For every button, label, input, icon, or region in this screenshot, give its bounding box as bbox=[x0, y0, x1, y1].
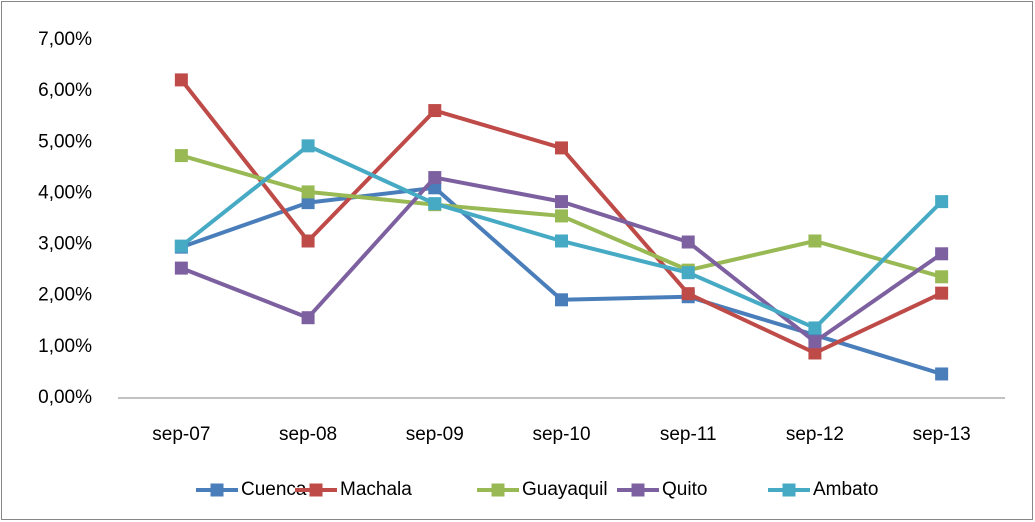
x-tick-label: sep-12 bbox=[786, 424, 844, 445]
x-tick-label: sep-07 bbox=[152, 424, 210, 445]
y-tick-label: 0,00% bbox=[38, 387, 92, 408]
y-tick-label: 1,00% bbox=[38, 336, 92, 357]
data-point bbox=[174, 149, 188, 163]
data-point bbox=[301, 311, 315, 325]
data-point bbox=[935, 270, 949, 284]
legend-label: Guayaquil bbox=[522, 479, 608, 500]
legend-marker bbox=[631, 483, 645, 497]
data-point bbox=[428, 197, 442, 211]
legend-marker bbox=[210, 483, 224, 497]
data-point bbox=[428, 104, 442, 118]
x-tick-label: sep-10 bbox=[532, 424, 590, 445]
data-point bbox=[808, 234, 822, 248]
data-point bbox=[808, 335, 822, 349]
y-tick-label: 5,00% bbox=[38, 131, 92, 152]
data-point bbox=[555, 141, 568, 155]
data-point bbox=[301, 139, 315, 153]
data-point bbox=[555, 195, 568, 209]
legend-label: Quito bbox=[662, 479, 707, 500]
legend-label: Machala bbox=[340, 479, 412, 500]
data-point bbox=[174, 239, 188, 253]
data-point bbox=[935, 247, 949, 261]
data-point bbox=[555, 234, 568, 248]
data-point bbox=[174, 73, 188, 87]
x-tick-label: sep-08 bbox=[279, 424, 337, 445]
data-point bbox=[555, 209, 568, 223]
y-tick-label: 7,00% bbox=[38, 29, 92, 50]
legend-marker bbox=[309, 483, 323, 497]
legend-label: Cuenca bbox=[241, 479, 307, 500]
data-point bbox=[301, 196, 315, 210]
y-tick-label: 6,00% bbox=[38, 80, 92, 101]
data-point bbox=[301, 234, 315, 248]
data-point bbox=[428, 181, 442, 195]
data-point bbox=[174, 261, 188, 275]
data-point bbox=[555, 293, 568, 307]
data-point bbox=[681, 235, 695, 249]
y-tick-label: 3,00% bbox=[38, 234, 92, 255]
y-tick-label: 4,00% bbox=[38, 182, 92, 203]
data-point bbox=[428, 171, 442, 185]
data-point bbox=[935, 286, 949, 300]
x-tick-label: sep-09 bbox=[406, 424, 464, 445]
legend-marker bbox=[782, 483, 796, 497]
data-point bbox=[301, 185, 315, 199]
data-point bbox=[935, 367, 949, 381]
x-tick-label: sep-13 bbox=[913, 424, 971, 445]
legend-marker bbox=[491, 483, 505, 497]
legend-label: Ambato bbox=[813, 479, 878, 500]
y-tick-label: 2,00% bbox=[38, 285, 92, 306]
data-point bbox=[808, 321, 822, 335]
data-point bbox=[681, 266, 695, 280]
x-tick-label: sep-11 bbox=[660, 424, 717, 445]
data-point bbox=[681, 287, 695, 301]
data-point bbox=[808, 346, 822, 360]
data-point bbox=[935, 195, 949, 209]
